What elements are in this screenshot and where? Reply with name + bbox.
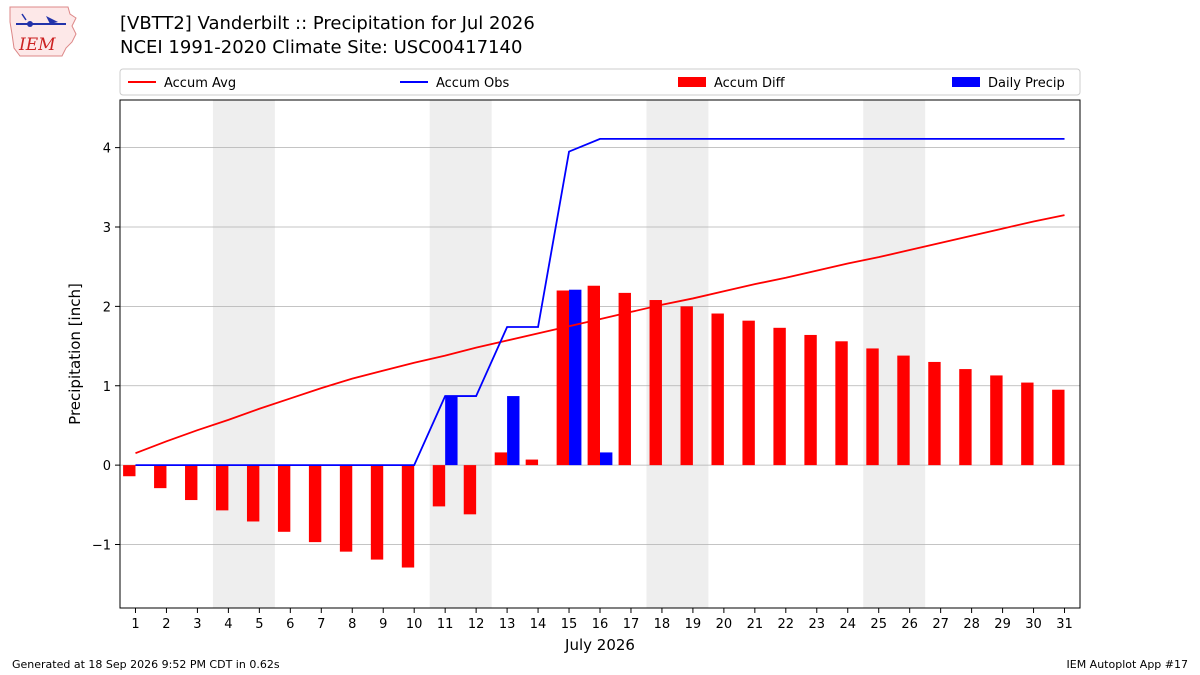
accum-diff-bar-day-26 [897, 355, 910, 466]
accum-diff-bar-day-10 [401, 465, 415, 568]
footer-generated: Generated at 18 Sep 2026 9:52 PM CDT in … [12, 658, 280, 671]
daily-precip-bar-day-16 [600, 452, 613, 466]
accum-diff-bar-day-14 [525, 459, 539, 466]
accum-diff-bar-day-18 [649, 300, 662, 466]
accum-diff-bar-day-30 [1021, 382, 1034, 466]
y-tick-label-0: 0 [103, 459, 111, 474]
x-tick-label-5: 5 [255, 617, 263, 632]
chart-subtitle: NCEI 1991-2020 Climate Site: USC00417140 [120, 37, 523, 58]
weekend-shade-0 [212, 100, 275, 608]
x-tick-label-11: 11 [437, 617, 454, 632]
accum-diff-bar-day-8 [339, 465, 353, 552]
legend-label-0: Accum Avg [164, 76, 236, 91]
legend-label-1: Accum Obs [436, 76, 509, 91]
x-tick-label-23: 23 [809, 617, 826, 632]
daily-precip-bar-day-13 [507, 396, 520, 466]
x-tick-label-17: 17 [623, 617, 640, 632]
x-tick-label-28: 28 [963, 617, 980, 632]
footer-app: IEM Autoplot App #17 [1066, 658, 1189, 671]
accum-diff-bar-day-17 [618, 292, 631, 466]
accum-obs-line [135, 137, 1065, 467]
x-tick-label-10: 10 [406, 617, 423, 632]
accum-diff-bar-day-13 [494, 452, 508, 466]
accum-diff-bar-day-7 [308, 465, 322, 543]
x-tick-label-1: 1 [131, 617, 139, 632]
accum-diff-bar-day-12 [463, 465, 477, 515]
x-tick-label-22: 22 [778, 617, 795, 632]
x-tick-label-29: 29 [994, 617, 1011, 632]
accum-diff-bar-day-15 [556, 290, 570, 466]
accum-diff-bar-day-29 [990, 375, 1003, 466]
x-tick-label-9: 9 [379, 617, 387, 632]
legend-label-3: Daily Precip [988, 76, 1065, 91]
y-tick-label-4: 4 [103, 142, 111, 157]
x-axis-label: July 2026 [564, 636, 635, 654]
y-axis-label: Precipitation [inch] [66, 283, 84, 425]
x-tick-label-13: 13 [499, 617, 516, 632]
x-tick-label-6: 6 [286, 617, 294, 632]
x-tick-label-27: 27 [932, 617, 949, 632]
x-tick-label-25: 25 [870, 617, 887, 632]
x-tick-label-8: 8 [348, 617, 356, 632]
iem-logo: IEM [6, 4, 80, 58]
x-tick-label-21: 21 [747, 617, 764, 632]
legend-label-2: Accum Diff [714, 76, 786, 91]
x-tick-label-12: 12 [468, 617, 485, 632]
x-tick-label-14: 14 [530, 617, 547, 632]
accum-diff-bar-day-28 [959, 369, 972, 466]
y-tick-label-3: 3 [103, 221, 111, 236]
accum-diff-bar-day-22 [773, 327, 786, 466]
y-tick-label-1: 1 [103, 380, 111, 395]
accum-diff-bar-day-20 [711, 313, 724, 466]
legend-box [119, 68, 1081, 96]
accum-diff-bar-day-25 [866, 348, 879, 466]
accum-diff-bar-day-5 [246, 465, 260, 522]
accum-diff-bar-day-19 [680, 306, 693, 466]
x-tick-label-30: 30 [1025, 617, 1042, 632]
x-tick-label-3: 3 [193, 617, 201, 632]
x-tick-label-4: 4 [224, 617, 232, 632]
weekend-shade-1 [429, 100, 492, 608]
x-tick-label-16: 16 [592, 617, 609, 632]
daily-precip-bar-day-11 [445, 396, 458, 466]
y-tick-label--1: −1 [92, 539, 111, 554]
x-tick-label-19: 19 [685, 617, 702, 632]
accum-diff-bar-day-31 [1052, 389, 1065, 466]
accum-avg-line [135, 214, 1065, 455]
accum-diff-bar-day-27 [928, 361, 941, 466]
legend-swatch-3 [952, 77, 980, 87]
accum-diff-bar-day-2 [154, 465, 167, 489]
accum-diff-bar-day-24 [835, 341, 848, 466]
x-tick-label-15: 15 [561, 617, 578, 632]
x-tick-label-2: 2 [162, 617, 170, 632]
x-tick-label-26: 26 [901, 617, 918, 632]
accum-diff-bar-day-3 [185, 465, 198, 501]
x-tick-label-7: 7 [317, 617, 325, 632]
x-tick-label-24: 24 [839, 617, 856, 632]
accum-diff-bar-day-11 [432, 465, 446, 507]
daily-precip-bar-day-15 [569, 289, 582, 466]
y-tick-label-2: 2 [103, 300, 111, 315]
logo-text: IEM [18, 35, 56, 55]
x-tick-label-31: 31 [1056, 617, 1073, 632]
chart-title: [VBTT2] Vanderbilt :: Precipitation for … [120, 13, 535, 34]
accum-diff-bar-day-9 [370, 465, 384, 560]
accum-diff-bar-day-16 [587, 285, 600, 466]
accum-diff-bar-day-1 [123, 465, 136, 477]
x-tick-label-20: 20 [716, 617, 733, 632]
accum-diff-bar-day-21 [742, 320, 755, 466]
accum-diff-bar-day-23 [804, 334, 817, 466]
legend-swatch-2 [678, 77, 706, 87]
accum-diff-bar-day-4 [216, 465, 229, 511]
x-tick-label-18: 18 [654, 617, 671, 632]
accum-diff-bar-day-6 [277, 465, 291, 532]
